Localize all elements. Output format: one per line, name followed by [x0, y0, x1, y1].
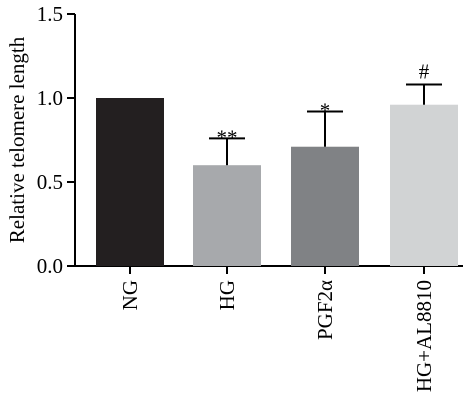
x-tick-label: HG+AL8810	[412, 280, 436, 392]
x-tick-label: HG	[215, 280, 239, 310]
y-tick-label: 1.0	[37, 86, 63, 110]
x-tick-label: NG	[118, 280, 142, 310]
significance-label: **	[217, 125, 238, 149]
significance-label: *	[320, 98, 331, 122]
bar	[291, 146, 359, 266]
y-tick-label: 0.0	[37, 254, 63, 278]
plot-area: 0.0 0.5 1.0 1.5 NG ** HG * PGF2α # HG+AL8810	[37, 2, 463, 392]
y-tick-label: 0.5	[37, 170, 63, 194]
bar	[390, 104, 458, 266]
x-tick-label: PGF2α	[313, 280, 337, 340]
bar	[193, 165, 261, 266]
bar	[96, 98, 164, 266]
significance-label: #	[419, 60, 430, 84]
y-axis-label: Relative telomere length	[5, 36, 29, 243]
y-tick-label: 1.5	[37, 2, 63, 26]
